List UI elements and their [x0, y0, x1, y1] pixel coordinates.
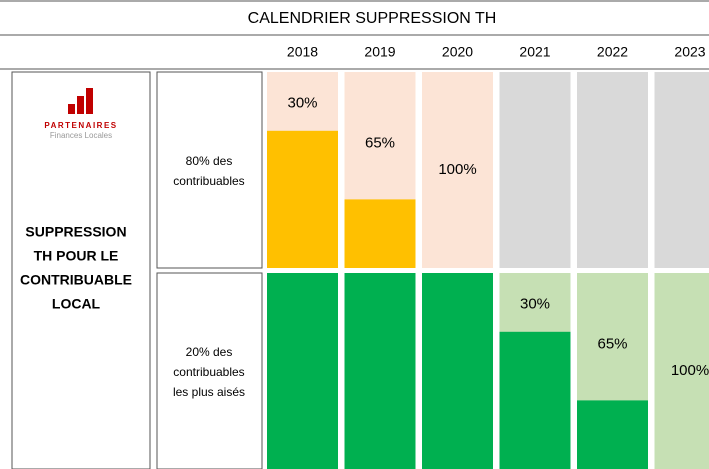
removed-cell	[422, 72, 493, 268]
percent-label: 65%	[597, 336, 627, 353]
year-label: 2021	[519, 44, 550, 60]
percent-label: 100%	[438, 161, 476, 178]
row-label-box	[156, 272, 263, 469]
title: CALENDRIER SUPPRESSION TH	[248, 10, 497, 27]
year-label: 2020	[442, 44, 473, 60]
done-cell	[654, 72, 709, 268]
done-cell	[577, 72, 648, 268]
logo-bar	[77, 96, 84, 114]
row-label: contribuables	[173, 365, 244, 379]
removed-cell	[654, 273, 709, 469]
remaining-bar	[267, 273, 338, 469]
remaining-bar	[577, 400, 648, 469]
remaining-bar	[344, 199, 416, 268]
heading-line: TH POUR LE	[34, 248, 119, 264]
done-cell	[499, 72, 571, 268]
percent-label: 30%	[287, 94, 317, 111]
year-label: 2018	[287, 44, 318, 60]
logo-bar	[86, 88, 93, 114]
heading-line: SUPPRESSION	[25, 224, 126, 240]
remaining-bar	[344, 273, 416, 469]
heading-line: LOCAL	[52, 296, 101, 312]
logo-subtitle: Finances Locales	[50, 131, 112, 140]
row-label: les plus aisés	[173, 385, 245, 399]
remaining-bar	[422, 273, 493, 469]
heading-box	[11, 71, 151, 469]
remaining-bar	[267, 130, 338, 268]
percent-label: 65%	[365, 135, 395, 152]
percent-label: 30%	[520, 295, 550, 312]
row-label: 20% des	[186, 345, 233, 359]
row-label: 80% des	[186, 154, 233, 168]
logo-name: PARTENAIRES	[44, 121, 117, 130]
row-label-box	[156, 71, 263, 269]
logo-bar	[68, 104, 75, 114]
percent-label: 100%	[671, 362, 709, 379]
logo-icon	[68, 88, 93, 114]
row-label: contribuables	[173, 174, 244, 188]
year-label: 2022	[597, 44, 628, 60]
heading-line: CONTRIBUABLE	[20, 272, 132, 288]
year-label: 2023	[674, 44, 705, 60]
year-label: 2019	[364, 44, 395, 60]
remaining-bar	[499, 331, 571, 469]
